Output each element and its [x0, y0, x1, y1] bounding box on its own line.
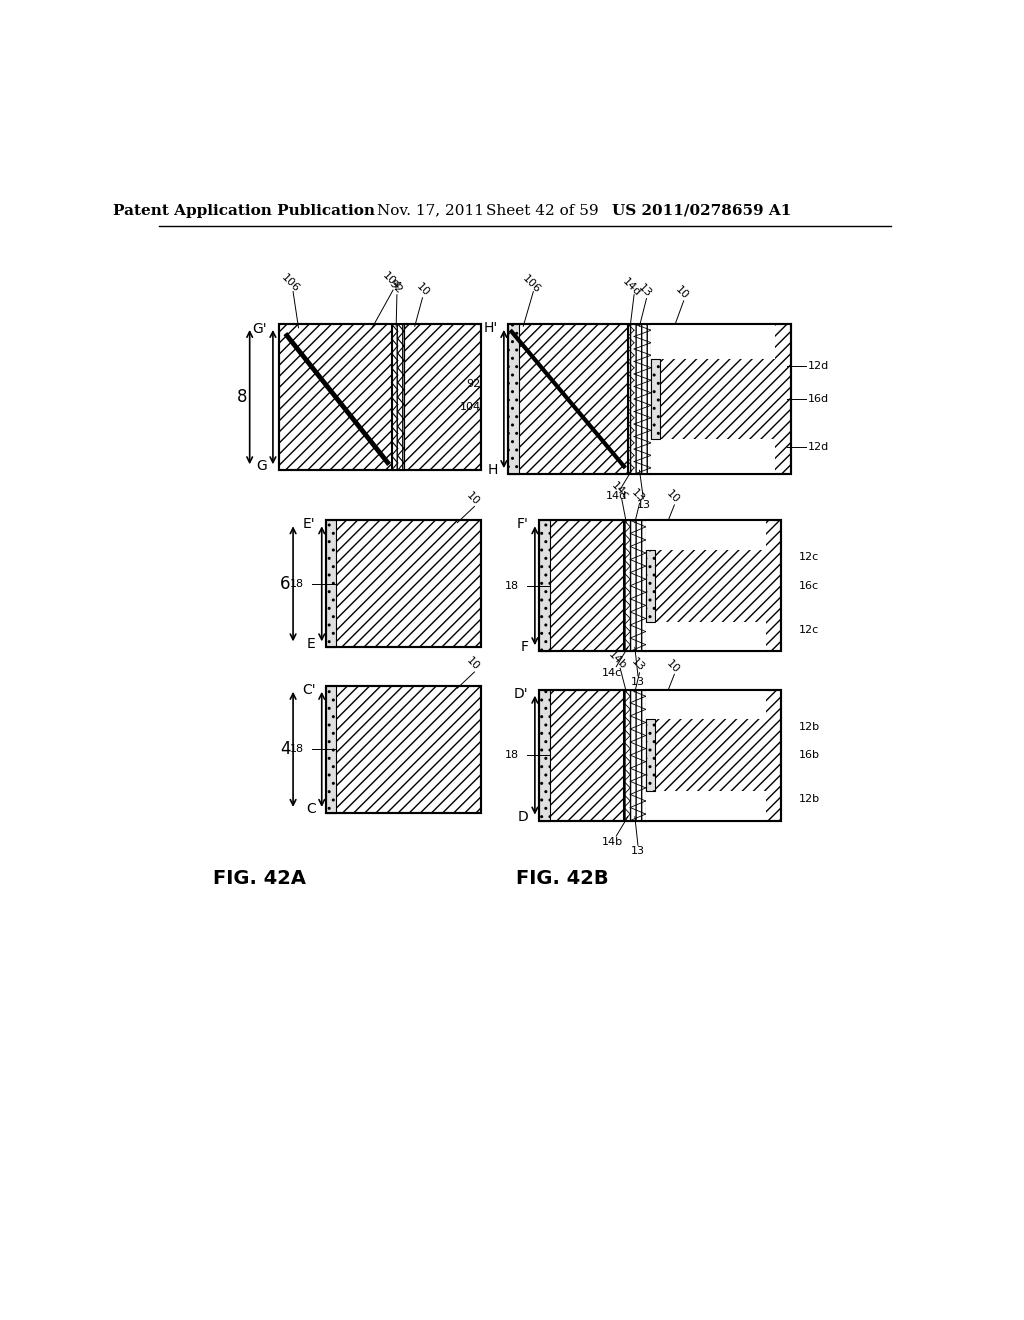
Text: 12b: 12b — [799, 795, 819, 804]
Bar — [539, 689, 781, 821]
Text: F': F' — [517, 517, 528, 531]
Text: 16c: 16c — [799, 581, 818, 591]
Bar — [326, 686, 480, 813]
Text: US 2011/0278659 A1: US 2011/0278659 A1 — [611, 203, 792, 218]
Text: 10: 10 — [665, 488, 681, 506]
Text: 12d: 12d — [808, 362, 828, 371]
Text: 104: 104 — [460, 401, 480, 412]
Text: 13: 13 — [637, 282, 653, 300]
Text: 92: 92 — [466, 379, 480, 389]
Text: 14d: 14d — [621, 276, 643, 298]
Bar — [628, 323, 651, 474]
Bar — [651, 323, 775, 359]
Bar — [646, 520, 781, 651]
Text: 12b: 12b — [799, 722, 819, 731]
Bar — [508, 323, 518, 474]
Text: 18: 18 — [505, 750, 519, 760]
Text: 12d: 12d — [808, 442, 828, 453]
Text: C': C' — [302, 682, 315, 697]
Text: 10: 10 — [665, 659, 681, 675]
Bar — [646, 520, 766, 549]
Text: E': E' — [303, 517, 315, 531]
Text: 14d: 14d — [605, 491, 627, 500]
Text: 13: 13 — [631, 677, 645, 686]
Text: 18: 18 — [290, 744, 304, 754]
Bar — [280, 323, 391, 470]
Bar — [646, 719, 655, 792]
Text: 13: 13 — [630, 487, 646, 504]
Text: 10: 10 — [674, 285, 690, 302]
Bar — [651, 440, 775, 474]
Bar — [624, 689, 646, 821]
Bar — [539, 520, 624, 651]
Text: 14b: 14b — [602, 837, 623, 847]
Bar — [624, 520, 646, 651]
Text: 106: 106 — [520, 273, 542, 294]
Bar — [646, 622, 766, 651]
Text: G: G — [256, 458, 266, 473]
Bar — [508, 323, 628, 474]
Text: 14c: 14c — [602, 668, 623, 677]
Text: 18: 18 — [505, 581, 519, 591]
Text: D': D' — [514, 686, 528, 701]
Bar — [326, 520, 337, 647]
Text: 10: 10 — [465, 656, 481, 673]
Bar — [326, 520, 480, 647]
Text: 16b: 16b — [799, 750, 819, 760]
Text: C: C — [306, 803, 315, 816]
Text: 12c: 12c — [799, 552, 818, 562]
Text: H': H' — [483, 321, 498, 335]
Bar — [646, 689, 766, 719]
Text: 16d: 16d — [808, 395, 828, 404]
Bar — [646, 689, 781, 821]
Bar — [508, 323, 791, 474]
Bar — [326, 686, 337, 813]
Text: Nov. 17, 2011: Nov. 17, 2011 — [377, 203, 483, 218]
Text: 8: 8 — [237, 388, 247, 407]
Text: 13: 13 — [631, 846, 645, 857]
Text: 10: 10 — [465, 490, 481, 507]
Text: 14c: 14c — [609, 480, 631, 502]
Text: 13: 13 — [636, 500, 650, 510]
Bar — [646, 792, 766, 821]
Text: Sheet 42 of 59: Sheet 42 of 59 — [486, 203, 599, 218]
Bar — [651, 359, 660, 440]
Bar — [646, 549, 655, 622]
Text: 10: 10 — [414, 281, 431, 298]
Bar — [326, 520, 480, 647]
Text: G': G' — [252, 322, 266, 335]
Text: F: F — [520, 640, 528, 655]
Text: FIG. 42B: FIG. 42B — [515, 869, 608, 888]
Bar — [539, 689, 624, 821]
Bar — [391, 323, 403, 470]
Text: 4: 4 — [281, 741, 291, 759]
Text: 18: 18 — [290, 579, 304, 589]
Bar — [651, 323, 791, 474]
Text: D: D — [518, 809, 528, 824]
Text: 14b: 14b — [607, 649, 629, 672]
Text: E: E — [307, 636, 315, 651]
Bar — [403, 323, 480, 470]
Bar — [326, 686, 480, 813]
Bar — [539, 520, 781, 651]
Text: H: H — [487, 463, 498, 478]
Text: Patent Application Publication: Patent Application Publication — [114, 203, 375, 218]
Text: FIG. 42A: FIG. 42A — [213, 869, 306, 888]
Bar — [280, 323, 480, 470]
Bar — [539, 520, 550, 651]
Text: 12c: 12c — [799, 624, 818, 635]
Text: 106: 106 — [280, 272, 302, 294]
Text: 104: 104 — [381, 271, 402, 293]
Bar — [539, 689, 550, 821]
Text: 92: 92 — [387, 279, 403, 296]
Text: 6: 6 — [281, 574, 291, 593]
Text: 13: 13 — [630, 656, 646, 673]
